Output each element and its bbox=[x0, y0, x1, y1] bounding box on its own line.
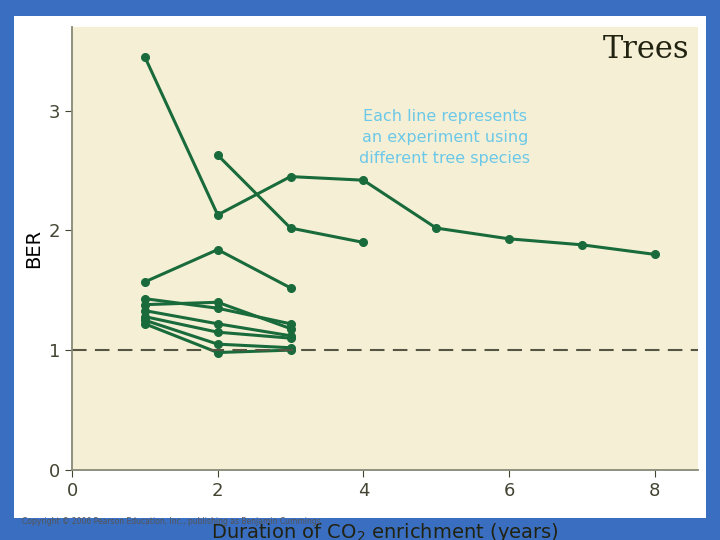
Y-axis label: BER: BER bbox=[24, 229, 43, 268]
Text: Duration of CO$_2$ enrichment (years): Duration of CO$_2$ enrichment (years) bbox=[211, 521, 559, 540]
Text: Each line represents
an experiment using
different tree species: Each line represents an experiment using… bbox=[359, 109, 530, 166]
Text: Copyright © 2006 Pearson Education, Inc., publishing as Benjamin Cummings.: Copyright © 2006 Pearson Education, Inc.… bbox=[22, 517, 323, 526]
Text: Trees: Trees bbox=[603, 33, 689, 65]
